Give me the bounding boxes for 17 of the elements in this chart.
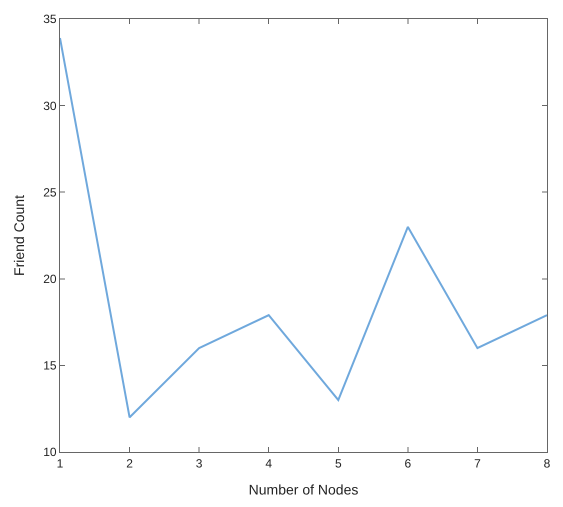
x-tick-label: 3 — [196, 456, 203, 470]
x-tick-label: 1 — [56, 456, 64, 470]
y-tick-label: 35 — [43, 12, 57, 26]
x-tick-label: 6 — [404, 456, 412, 470]
y-tick-label: 15 — [43, 358, 57, 373]
line-series — [60, 37, 547, 418]
x-tick-label: 8 — [544, 456, 551, 470]
y-tick-label: 20 — [43, 272, 57, 286]
y-tick-label: 10 — [43, 445, 57, 460]
x-tick-label: 4 — [265, 456, 272, 470]
y-axis-title: Friend Count — [10, 194, 27, 276]
y-tick-label: 25 — [43, 185, 57, 200]
x-tick-label: 7 — [474, 456, 482, 470]
x-tick-label: 2 — [126, 456, 134, 470]
x-axis-title: Number of Nodes — [248, 482, 358, 498]
y-tick-label: 30 — [43, 98, 57, 113]
x-tick-label: 5 — [334, 456, 342, 470]
